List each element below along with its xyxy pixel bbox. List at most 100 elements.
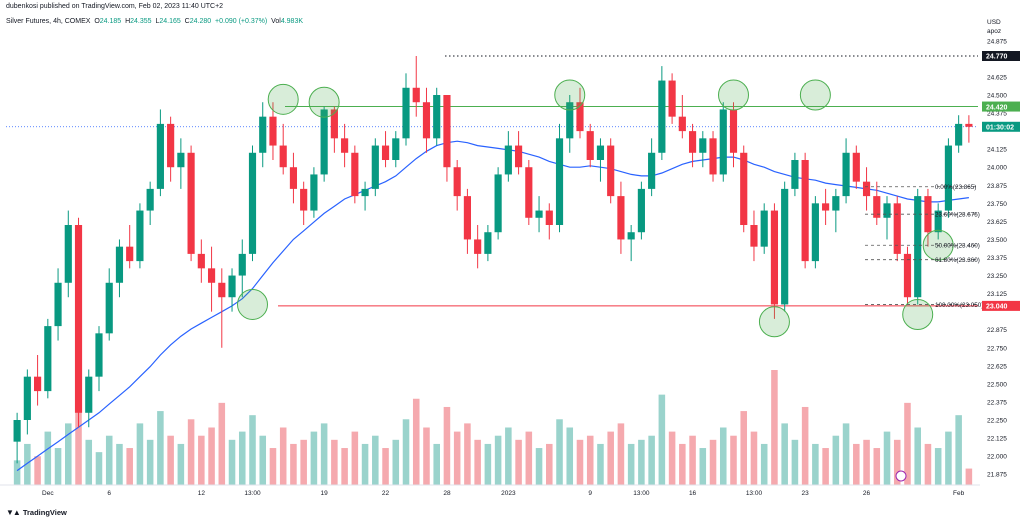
candle-body — [862, 181, 871, 197]
volume-bar — [474, 439, 481, 485]
candle-body — [95, 333, 103, 377]
y-tick-label: 24.375 — [987, 111, 1007, 118]
candle-body — [515, 145, 523, 168]
candle-body — [934, 210, 942, 233]
candle-body — [422, 102, 431, 139]
volume-bar — [566, 427, 574, 485]
candle-body — [944, 145, 952, 211]
volume-bar — [218, 402, 226, 485]
candle-body — [607, 145, 615, 197]
x-tick-label: 2023 — [501, 490, 516, 497]
candle-body — [903, 253, 912, 298]
x-tick-label: 9 — [588, 490, 592, 497]
candle-body — [269, 116, 277, 146]
y-tick-label: 24.875 — [987, 38, 1007, 45]
unit-label: apoz — [987, 28, 1001, 35]
volume-bar — [464, 423, 471, 485]
volume-bar — [955, 415, 962, 485]
candle-body — [811, 203, 819, 262]
volume-bar — [934, 448, 942, 485]
volume-bar — [279, 427, 287, 485]
candle-body — [637, 188, 645, 233]
candle-body — [463, 196, 471, 240]
volume-bar — [617, 423, 625, 485]
fib-label: 50.00%(23.460) — [935, 243, 980, 250]
volume-bar — [740, 411, 748, 485]
price-axis[interactable]: USD apoz 24.875 24.625 24.500 24.375 24.125 24.… — [982, 19, 1020, 479]
volume-bar — [443, 406, 451, 485]
low-label: L — [155, 18, 160, 25]
fib-label: 23.60%(23.675) — [935, 212, 980, 219]
y-tick-label: 22.250 — [987, 418, 1007, 425]
volume-bar — [105, 435, 113, 485]
volume-bar — [228, 439, 236, 485]
y-tick-label: 23.875 — [987, 183, 1007, 190]
x-tick-label: 13:00 — [244, 490, 261, 497]
y-tick-label: 21.875 — [987, 472, 1007, 479]
low-value: 24.165 — [159, 18, 181, 25]
x-tick-label: 19 — [321, 490, 329, 497]
candle-body — [412, 87, 420, 103]
volume-bar — [259, 435, 267, 485]
candle-body — [791, 160, 799, 189]
x-tick-label: 28 — [443, 490, 451, 497]
volume-bar — [627, 443, 635, 485]
candle-body — [781, 188, 789, 305]
volume-bar — [34, 456, 41, 485]
support-price-tag-bg — [982, 300, 1020, 311]
volume-bar — [484, 443, 492, 485]
volume-bar — [576, 439, 584, 485]
change-value: +0.090 (+0.37%) — [215, 18, 268, 25]
symbol-name[interactable]: Silver Futures, 4h, COMEX — [6, 18, 91, 25]
candle-body — [310, 174, 318, 211]
volume-bar — [382, 448, 389, 485]
candle-body — [750, 225, 758, 247]
close-label: C — [184, 18, 190, 25]
candle-body — [709, 138, 717, 175]
candle-body — [729, 109, 738, 153]
volume-bar — [331, 439, 338, 485]
candle-body — [156, 123, 164, 189]
candle-body — [842, 152, 850, 197]
open-label: O — [94, 18, 100, 25]
candle-body — [126, 246, 134, 262]
y-tick-label: 24.625 — [987, 74, 1007, 81]
highlight-circle — [718, 79, 749, 111]
y-tick-label: 24.500 — [987, 93, 1007, 100]
volume-bar — [586, 435, 594, 485]
candle-body — [535, 210, 543, 218]
volume-bar — [648, 435, 655, 485]
volume-bar — [187, 419, 195, 485]
highlight-circle — [799, 79, 831, 111]
volume-bar — [372, 435, 379, 485]
volume-bar — [24, 443, 31, 485]
fib-label: 0.00%(23.865) — [935, 184, 976, 191]
volume-bar — [85, 439, 93, 485]
candle-body — [320, 109, 328, 175]
candle-body — [494, 174, 502, 233]
volume-bar — [791, 439, 799, 485]
time-axis[interactable]: Dec 6 12 13:00 19 22 28 2023 9 13:00 16 13:00 23 26 Fe… — [0, 470, 1024, 497]
volume-bar — [924, 443, 932, 485]
volume-bar — [198, 435, 205, 485]
volume-bar — [300, 439, 307, 485]
candle-body — [197, 253, 205, 269]
open-value: 24.185 — [99, 18, 122, 25]
tradingview-brand[interactable]: ▼▲ TradingView — [6, 508, 67, 517]
volume-bar — [760, 443, 768, 485]
volume-bar — [269, 448, 277, 485]
y-tick-label: 24.125 — [987, 147, 1007, 154]
volume-bar — [208, 427, 215, 485]
candle-body — [504, 145, 512, 175]
volume-bar — [893, 439, 901, 485]
highlight-circles — [237, 79, 954, 338]
y-tick-label: 23.625 — [987, 219, 1007, 226]
candle-body — [955, 123, 963, 146]
countdown-tag-bg — [982, 121, 1020, 132]
candle-body — [433, 95, 441, 139]
candle-body — [167, 123, 175, 168]
candle-body — [617, 196, 625, 240]
volume-bar — [433, 443, 440, 485]
volume-bar — [822, 448, 829, 485]
